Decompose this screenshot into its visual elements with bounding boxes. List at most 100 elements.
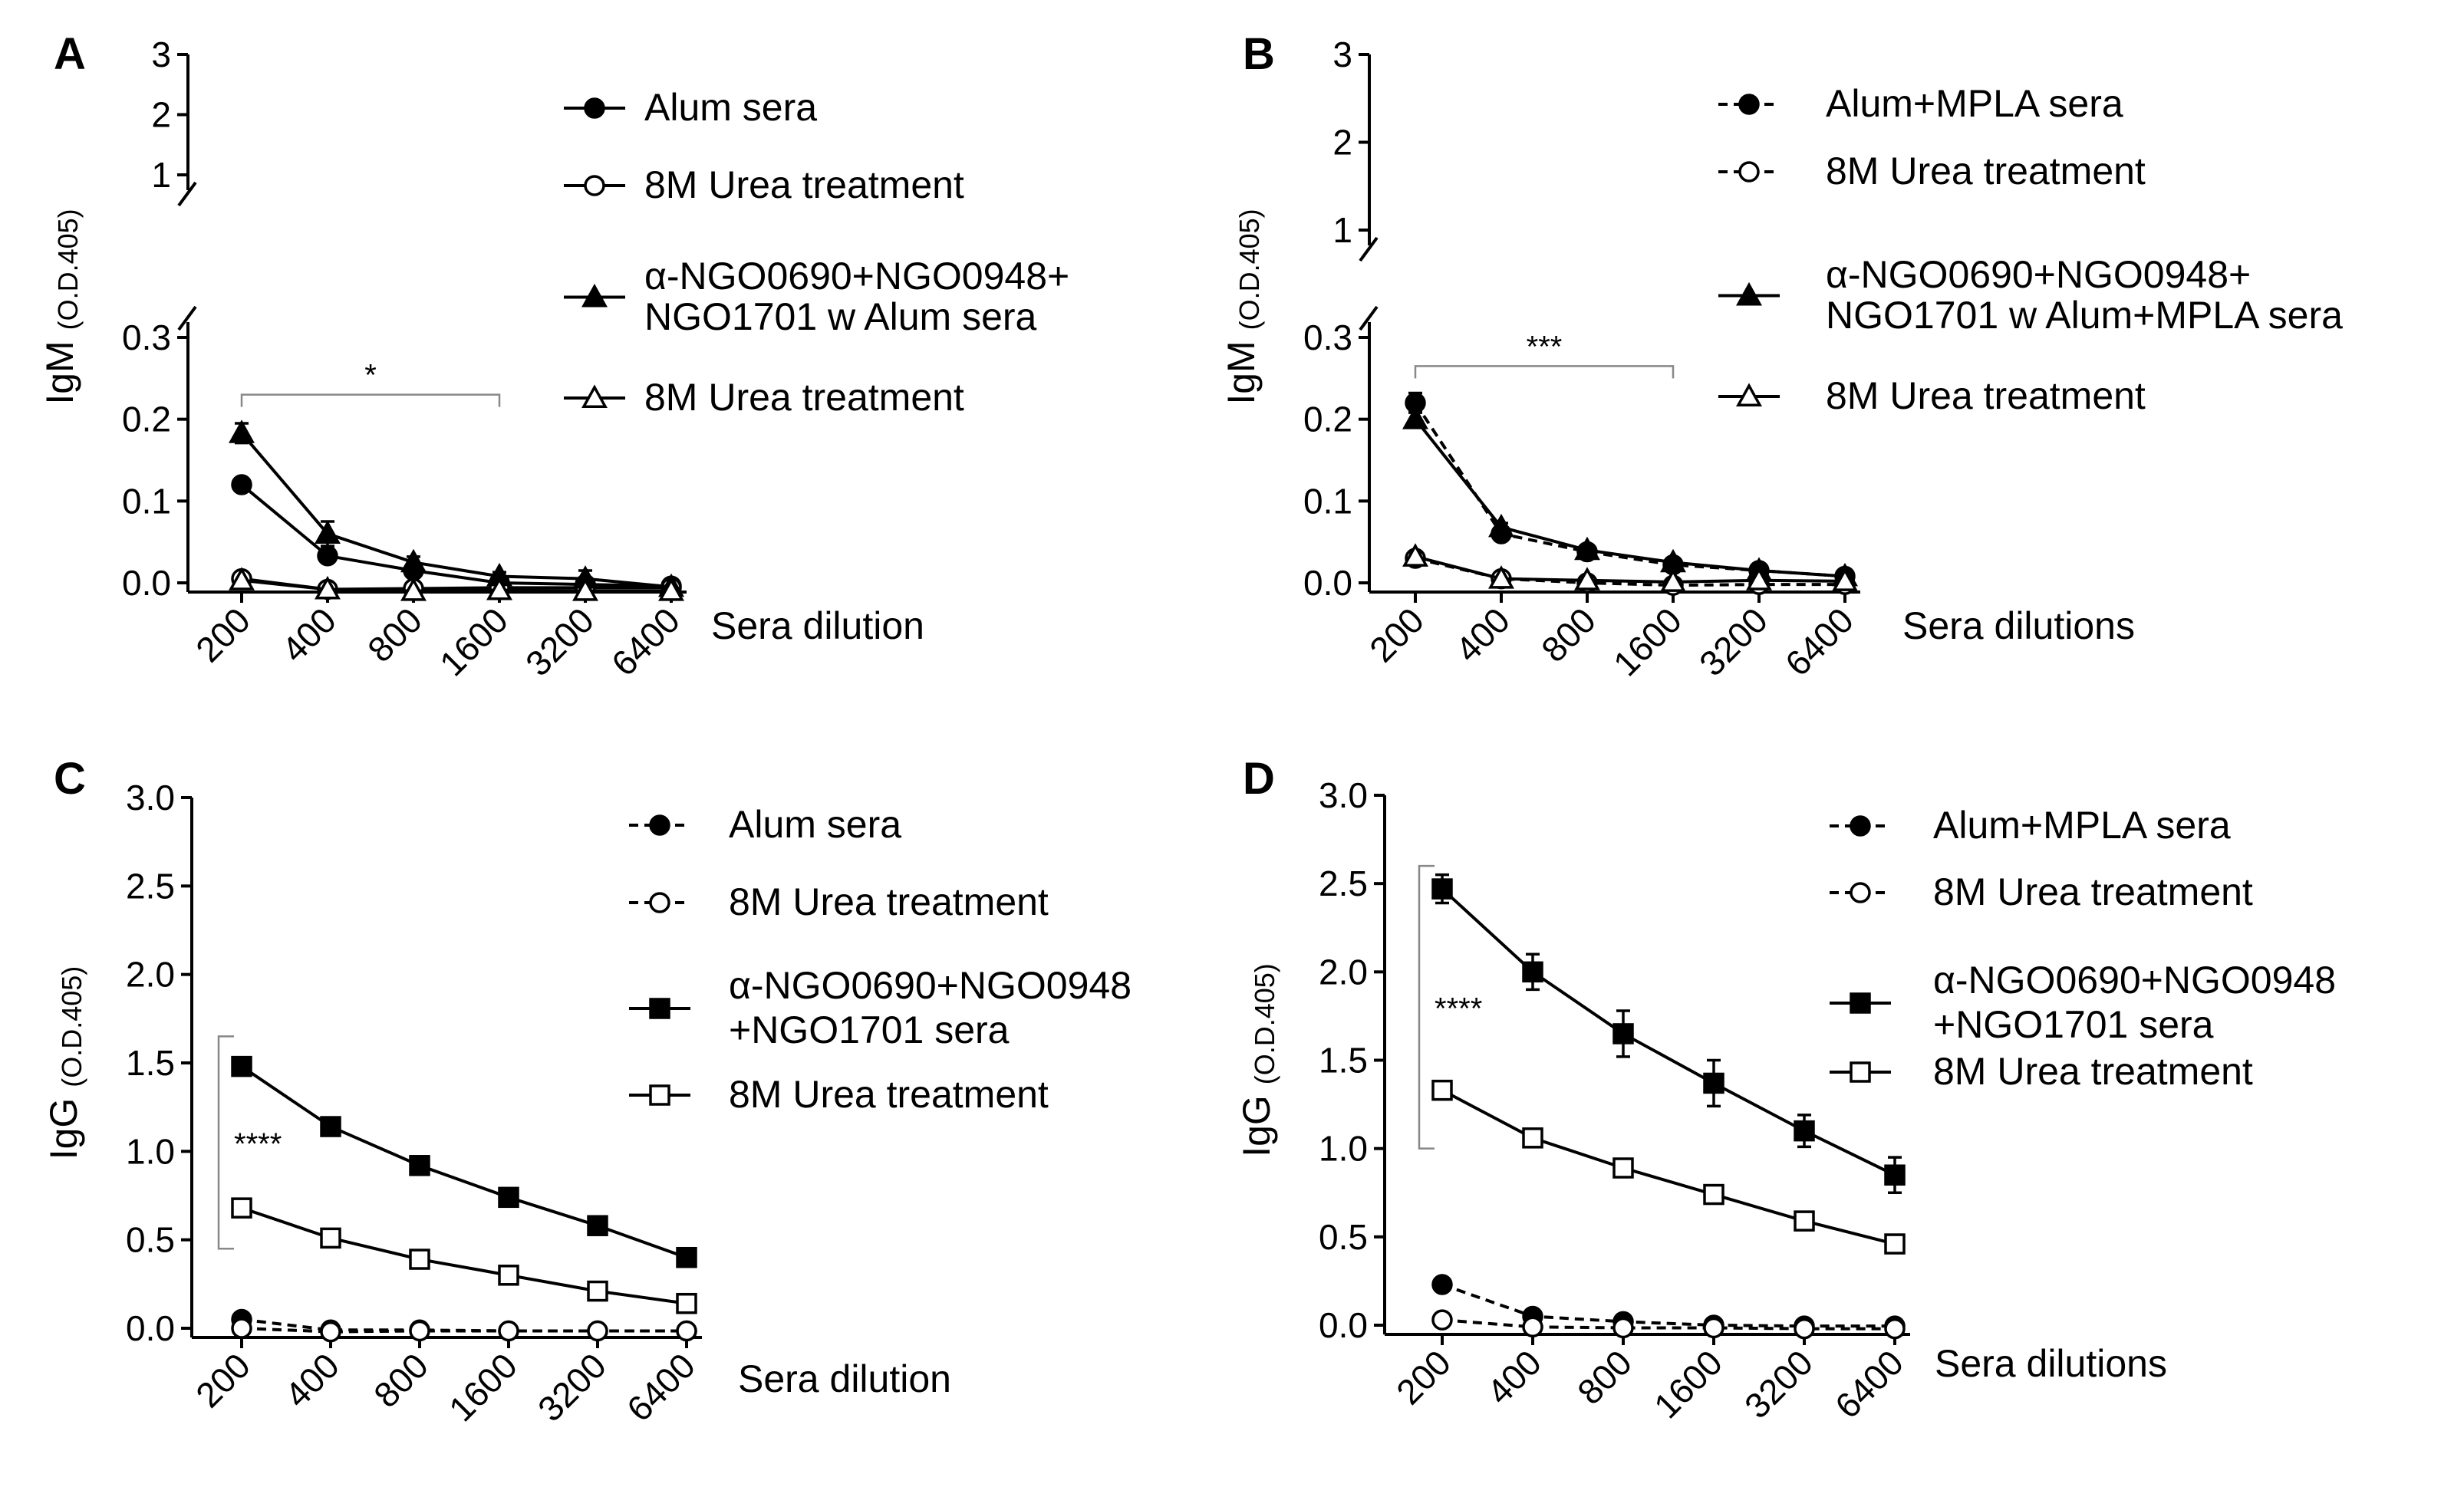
data-point bbox=[409, 1320, 430, 1342]
data-point bbox=[320, 1321, 341, 1343]
legend-label: NGO1701 w Alum+MPLA sera bbox=[1826, 294, 2343, 337]
panel-c: C 0.0 0.5 1.0 1.5 2.0 2.5 3.0 200 400 800 1600 3200 6… bbox=[42, 754, 1132, 1429]
data-point bbox=[1703, 1183, 1724, 1206]
legend-marker bbox=[1850, 815, 1871, 837]
x-tick-label: 400 bbox=[277, 1345, 347, 1415]
x-tick-label: 200 bbox=[188, 1345, 258, 1415]
legend-marker bbox=[1850, 1061, 1871, 1083]
data-point bbox=[231, 1055, 252, 1077]
series-line bbox=[1415, 554, 1846, 584]
y-tick-label: 0.1 bbox=[1303, 481, 1352, 521]
legend-marker bbox=[581, 283, 608, 308]
x-tick-label: 400 bbox=[1479, 1342, 1549, 1412]
panel-d: D 0.0 0.5 1.0 1.5 2.0 2.5 3.0 200 400 800 1600 3200 6… bbox=[1235, 754, 2336, 1426]
data-point bbox=[572, 577, 598, 601]
x-tick-label: 3200 bbox=[1692, 600, 1775, 683]
data-point bbox=[1794, 1210, 1815, 1232]
x-tick-label: 3200 bbox=[530, 1345, 614, 1429]
x-axis-title: Sera dilution bbox=[738, 1357, 951, 1400]
series-1 bbox=[1431, 1274, 1906, 1337]
legend-label: NGO1701 w Alum sera bbox=[644, 295, 1037, 338]
data-point bbox=[1612, 1317, 1634, 1339]
data-point bbox=[676, 1292, 697, 1314]
series-line bbox=[1414, 418, 1846, 578]
data-point bbox=[315, 520, 341, 544]
x-tick-label: 400 bbox=[274, 600, 344, 669]
significance-label: * bbox=[364, 359, 377, 393]
series-line bbox=[241, 1318, 687, 1333]
x-tick-label: 200 bbox=[1362, 600, 1431, 669]
legend-label: 8M Urea treatment bbox=[729, 1073, 1049, 1116]
significance-bracket bbox=[1418, 864, 1435, 1150]
x-tick-label: 200 bbox=[188, 600, 258, 669]
y-tick-label: 1.0 bbox=[126, 1131, 175, 1171]
significance-bracket bbox=[217, 1035, 234, 1250]
series-line bbox=[240, 1064, 687, 1259]
significance-label: **** bbox=[1435, 992, 1482, 1025]
y-tick-label: 2 bbox=[151, 95, 171, 135]
y-tick-label: 0.0 bbox=[126, 1308, 175, 1348]
y-tick-label: 0.2 bbox=[1303, 400, 1352, 439]
x-tick-label: 6400 bbox=[1777, 600, 1861, 683]
significance-bracket bbox=[1414, 365, 1675, 379]
data-point bbox=[1522, 961, 1543, 983]
data-point bbox=[1660, 568, 1686, 592]
y-tick-label: 1.0 bbox=[1319, 1129, 1368, 1169]
data-point bbox=[676, 1246, 697, 1268]
series-2 bbox=[1431, 1309, 1906, 1340]
legend: Alum+MPLA sera 8M Urea treatment α-NGO0690… bbox=[1718, 82, 2343, 417]
series-3 bbox=[229, 419, 684, 597]
legend-label: 8M Urea treatment bbox=[644, 376, 964, 419]
y-tick-label: 1.5 bbox=[126, 1043, 175, 1083]
x-axis-title: Sera dilution bbox=[711, 604, 924, 647]
legend-marker bbox=[649, 1084, 670, 1106]
data-point bbox=[498, 1186, 519, 1209]
x-tick-label: 400 bbox=[1448, 600, 1517, 669]
x-tick-label: 3200 bbox=[518, 600, 601, 683]
data-point bbox=[1522, 1127, 1543, 1149]
legend-marker bbox=[649, 814, 670, 836]
legend-label: α-NGO0690+NGO0948+ bbox=[644, 255, 1069, 298]
legend-marker bbox=[1850, 882, 1871, 903]
series-4 bbox=[1431, 1079, 1906, 1255]
series-3 bbox=[231, 1055, 697, 1268]
data-point bbox=[1402, 406, 1428, 429]
x-tick-label: 800 bbox=[1533, 600, 1603, 669]
data-point bbox=[1884, 1318, 1906, 1340]
legend-marker bbox=[584, 97, 605, 119]
data-point bbox=[1746, 567, 1772, 591]
data-point bbox=[587, 1215, 608, 1236]
axis-break-mark bbox=[1359, 236, 1379, 262]
series-4 bbox=[1402, 543, 1858, 592]
y-tick-label: 3 bbox=[1332, 35, 1352, 74]
y-tick-label: 0.0 bbox=[1319, 1305, 1368, 1345]
y-tick-label: 0.5 bbox=[1319, 1217, 1368, 1257]
series-line bbox=[241, 1327, 687, 1334]
data-point bbox=[409, 1155, 430, 1176]
y-tick-label: 3.0 bbox=[1319, 775, 1368, 815]
legend-label: +NGO1701 sera bbox=[1933, 1003, 2214, 1046]
x-tick-label: 1600 bbox=[441, 1345, 525, 1429]
data-point bbox=[1431, 1309, 1453, 1331]
data-point bbox=[1402, 543, 1428, 567]
data-point bbox=[498, 1320, 519, 1342]
legend-marker bbox=[649, 998, 670, 1019]
y-tick-label: 0.2 bbox=[122, 400, 171, 439]
data-point bbox=[231, 1197, 252, 1219]
data-point bbox=[1522, 1316, 1543, 1338]
y-tick-label: 2.0 bbox=[126, 955, 175, 995]
data-point bbox=[1884, 1164, 1906, 1186]
y-tick-label: 0.3 bbox=[1303, 317, 1352, 357]
series-3 bbox=[1431, 873, 1906, 1194]
legend-label: 8M Urea treatment bbox=[729, 880, 1049, 923]
y-tick-label: 2 bbox=[1332, 123, 1352, 163]
y-axis-title-units: (O.D.405) bbox=[56, 966, 87, 1087]
data-point bbox=[1574, 536, 1600, 561]
series-line bbox=[1441, 1283, 1895, 1328]
data-point bbox=[1884, 1233, 1906, 1255]
y-tick-label: 3 bbox=[151, 35, 171, 74]
legend-marker bbox=[1738, 161, 1760, 183]
data-point bbox=[320, 1116, 341, 1137]
data-point bbox=[1703, 1072, 1724, 1094]
data-point bbox=[1832, 567, 1858, 591]
